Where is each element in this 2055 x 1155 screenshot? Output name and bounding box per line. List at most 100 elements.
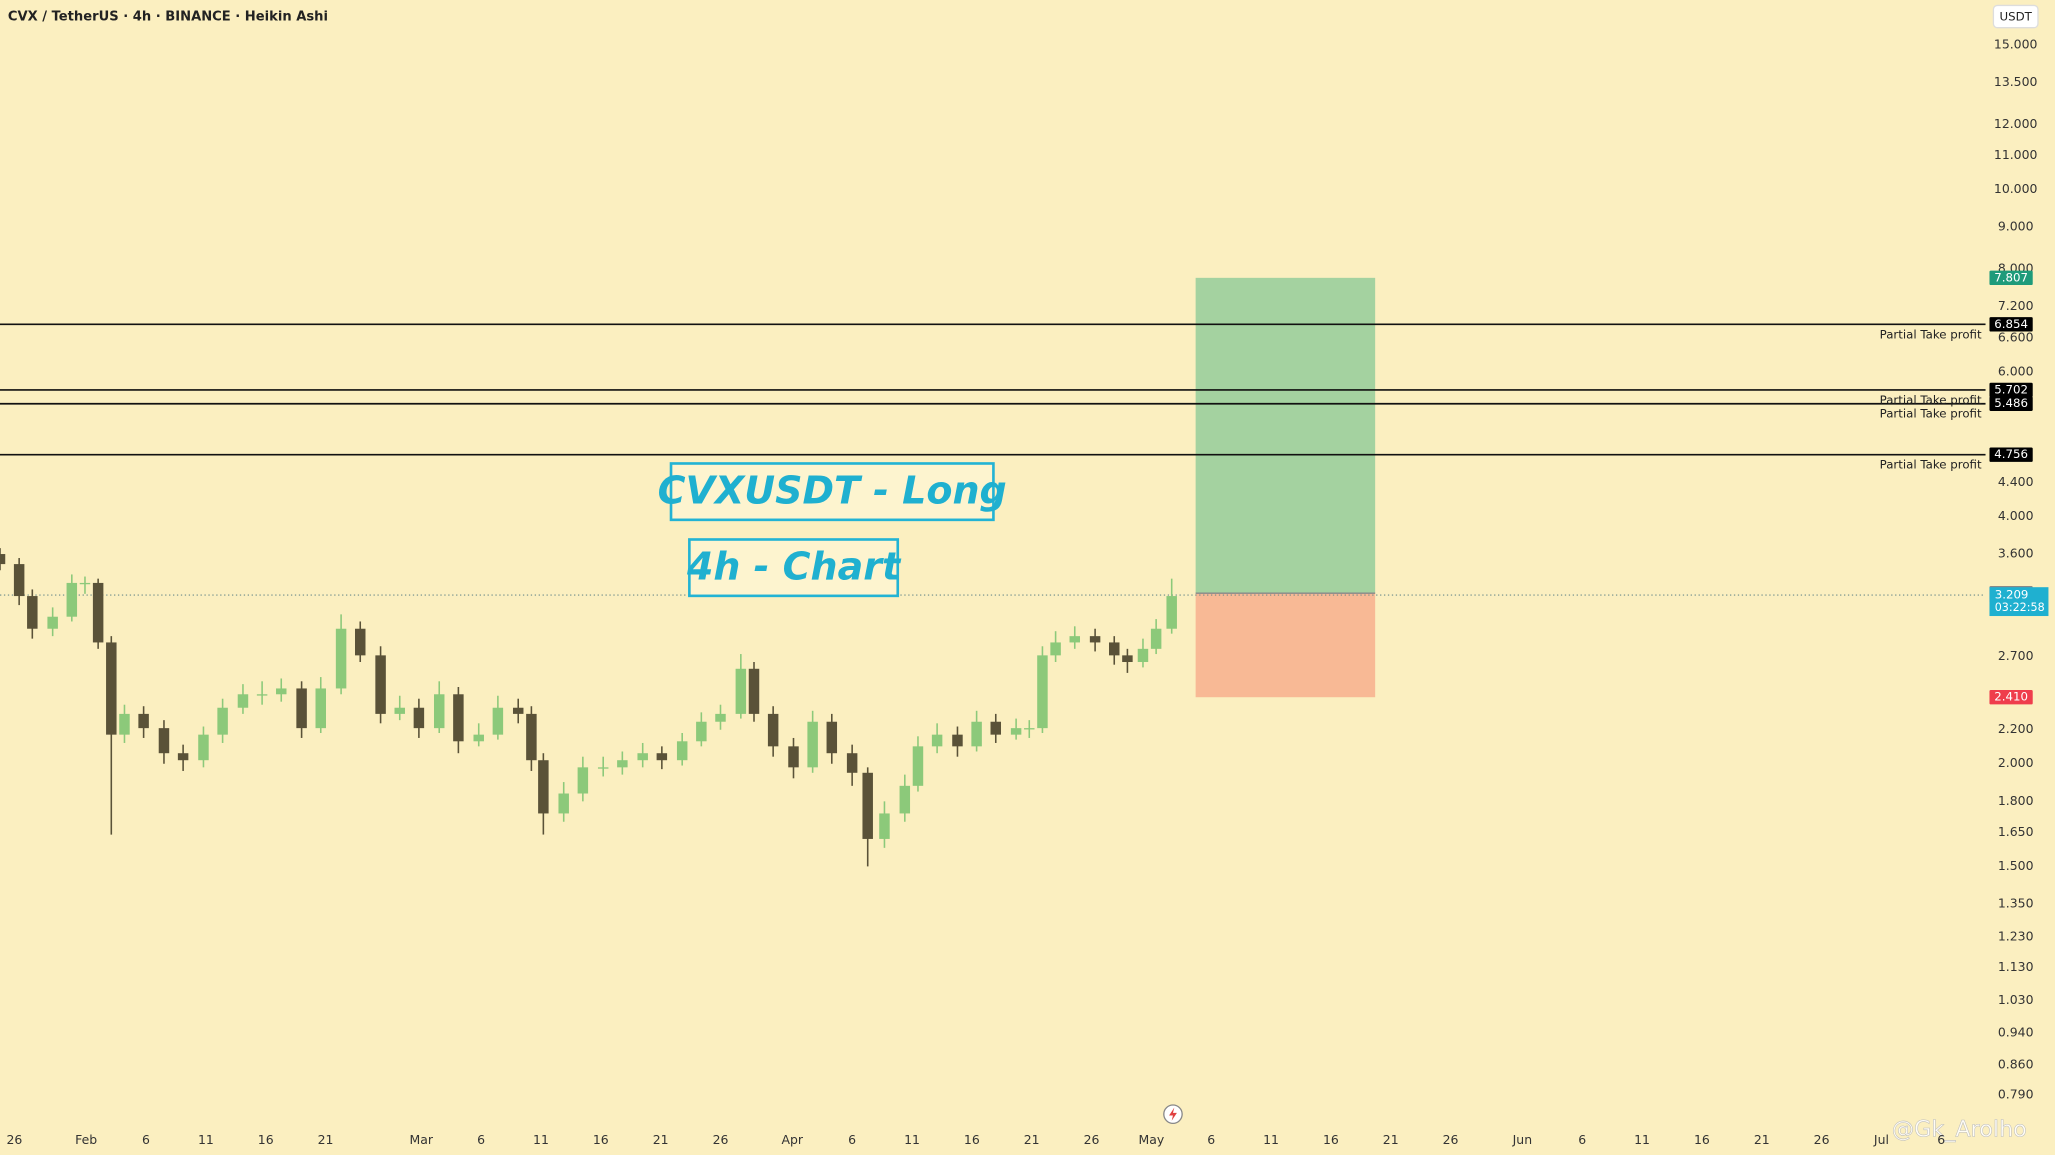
level-tag-box [1989,396,2033,411]
candle-body [1069,636,1080,643]
y-tick-label: 0.860 [1998,1056,2034,1071]
candle-body [846,753,858,773]
candle-body [1137,648,1149,663]
candle-body [315,688,326,729]
candle-body [748,668,760,714]
candle-body [335,628,347,689]
candle-body [617,760,628,768]
stop-tag: 2.410 [1994,690,2028,704]
candle-body [931,734,943,747]
x-tick-label: 16 [964,1132,980,1147]
candle-body [512,707,524,714]
y-tick-label: 6.600 [1998,329,2034,344]
y-tick-label: 3.600 [1998,546,2034,561]
annotation-text: 4h - Chart [686,544,902,588]
level-label: Partial Take profit [1880,327,1982,341]
last-price-tag: 3.209 [1995,588,2029,602]
x-tick-label: 16 [258,1132,274,1147]
x-tick-label: 21 [1754,1132,1770,1147]
x-tick-label: 26 [713,1132,729,1147]
candle-body [538,760,549,814]
candle-body [862,772,873,839]
x-tick-label: 11 [904,1132,920,1147]
profit-zone [1195,277,1376,594]
y-tick-label: 1.650 [1998,824,2034,839]
x-tick-label: 26 [6,1132,22,1147]
candle-body [526,713,537,761]
countdown: 03:22:58 [1995,601,2045,614]
candle-body [433,694,445,729]
candle-body [296,688,307,729]
level-tag-box [1989,447,2033,462]
y-tick-label: 1.030 [1998,992,2034,1007]
candle-body [1166,596,1177,629]
y-tick-label: 1.800 [1998,793,2034,808]
candle-body [47,616,58,629]
level-tag-box [1989,317,2033,332]
candle-body [696,721,707,742]
y-tick-label: 15.000 [1994,36,2038,51]
y-tick-label: 1.230 [1998,929,2034,944]
annotation-box [688,538,900,598]
candle-body [952,734,963,747]
x-tick-label: Mar [410,1132,434,1147]
candle-body [13,564,25,597]
candle-body [807,721,818,768]
candle-body [92,582,104,643]
y-tick-label: 2.000 [1998,755,2034,770]
candle-body [1150,628,1162,649]
x-tick-label: Jul [1873,1132,1889,1147]
candle-body [971,721,982,747]
y-tick-label: 2.200 [1998,721,2034,736]
y-tick-label: 6.000 [1998,363,2034,378]
last-price-box [1989,587,2049,617]
x-tick-label: 21 [653,1132,669,1147]
candle-body [767,713,779,747]
candle-body [119,713,130,735]
candle-body [453,694,464,742]
target-tag: 7.807 [1994,270,2028,284]
x-tick-label: 16 [1323,1132,1339,1147]
candle-body [826,721,838,754]
y-tick-label: 13.500 [1994,74,2038,89]
candle-body [158,728,170,754]
y-tick-label: 1.350 [1998,895,2034,910]
y-tick-label: 4.400 [1998,474,2034,489]
candle-body [735,668,747,714]
level-label: Partial Take profit [1880,407,1982,421]
candle-body [413,707,425,729]
currency-box [1992,4,2039,29]
x-tick-label: 6 [848,1132,856,1147]
x-tick-label: 11 [1634,1132,1650,1147]
y-tick-label: 12.000 [1994,116,2038,131]
y-tick-label: 9.000 [1998,219,2034,234]
candle-body [577,767,589,794]
level-tag: 6.854 [1994,317,2028,331]
candle-body [1109,642,1120,656]
candle-body [0,554,6,565]
x-tick-label: 26 [1443,1132,1459,1147]
candle-body [138,713,149,729]
level-label: Partial Take profit [1880,458,1982,472]
candle-body [1089,636,1101,643]
y-tick-label: 1.500 [1998,858,2034,873]
candle-body [375,655,386,714]
x-tick-label: 16 [593,1132,609,1147]
candle-body [106,642,117,735]
level-tag: 4.756 [1994,447,2028,461]
candle-body [27,596,38,629]
replay-icon [1163,1104,1183,1125]
candle-body [473,734,484,742]
candle-body [1122,655,1133,663]
x-tick-label: 11 [198,1132,214,1147]
y-tick-label: 2.700 [1998,648,2034,663]
x-tick-label: 6 [1937,1132,1945,1147]
candle-body [899,785,911,814]
watermark: @Gk_Arolho [1892,1116,2027,1142]
candle-body [788,746,799,768]
candle-body [394,707,405,714]
x-tick-label: 21 [1024,1132,1040,1147]
target-tag-box [1989,270,2033,286]
